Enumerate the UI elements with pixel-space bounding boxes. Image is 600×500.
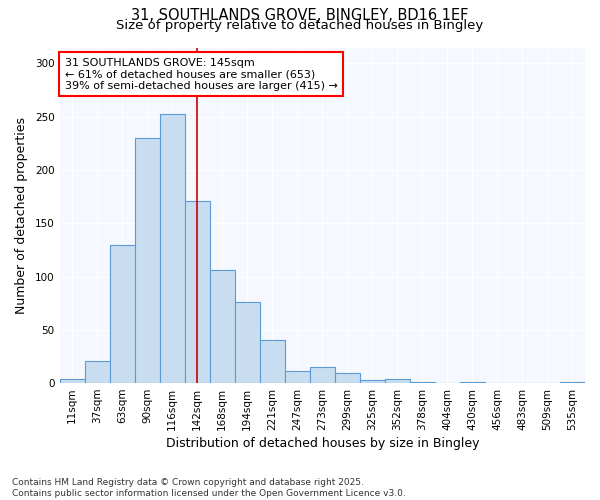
Bar xyxy=(110,244,134,383)
Text: 31 SOUTHLANDS GROVE: 145sqm
← 61% of detached houses are smaller (653)
39% of se: 31 SOUTHLANDS GROVE: 145sqm ← 61% of det… xyxy=(65,58,338,91)
Bar xyxy=(185,201,209,383)
Bar xyxy=(385,379,410,383)
Bar xyxy=(160,114,185,383)
Bar xyxy=(360,380,385,383)
Bar xyxy=(260,340,285,383)
Bar xyxy=(460,382,485,383)
Bar xyxy=(209,270,235,383)
Bar xyxy=(235,302,260,383)
Text: Size of property relative to detached houses in Bingley: Size of property relative to detached ho… xyxy=(116,19,484,32)
Bar xyxy=(85,360,110,383)
Bar xyxy=(134,138,160,383)
Bar xyxy=(410,382,435,383)
Text: 31, SOUTHLANDS GROVE, BINGLEY, BD16 1EF: 31, SOUTHLANDS GROVE, BINGLEY, BD16 1EF xyxy=(131,8,469,22)
Bar xyxy=(310,367,335,383)
Bar xyxy=(335,374,360,383)
Bar xyxy=(59,379,85,383)
Y-axis label: Number of detached properties: Number of detached properties xyxy=(15,117,28,314)
Bar xyxy=(285,372,310,383)
Text: Contains HM Land Registry data © Crown copyright and database right 2025.
Contai: Contains HM Land Registry data © Crown c… xyxy=(12,478,406,498)
Bar xyxy=(560,382,585,383)
X-axis label: Distribution of detached houses by size in Bingley: Distribution of detached houses by size … xyxy=(166,437,479,450)
